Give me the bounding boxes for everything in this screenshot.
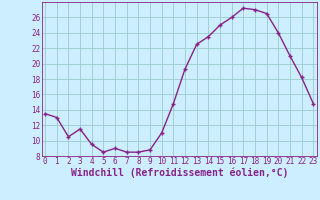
X-axis label: Windchill (Refroidissement éolien,°C): Windchill (Refroidissement éolien,°C)	[70, 168, 288, 178]
